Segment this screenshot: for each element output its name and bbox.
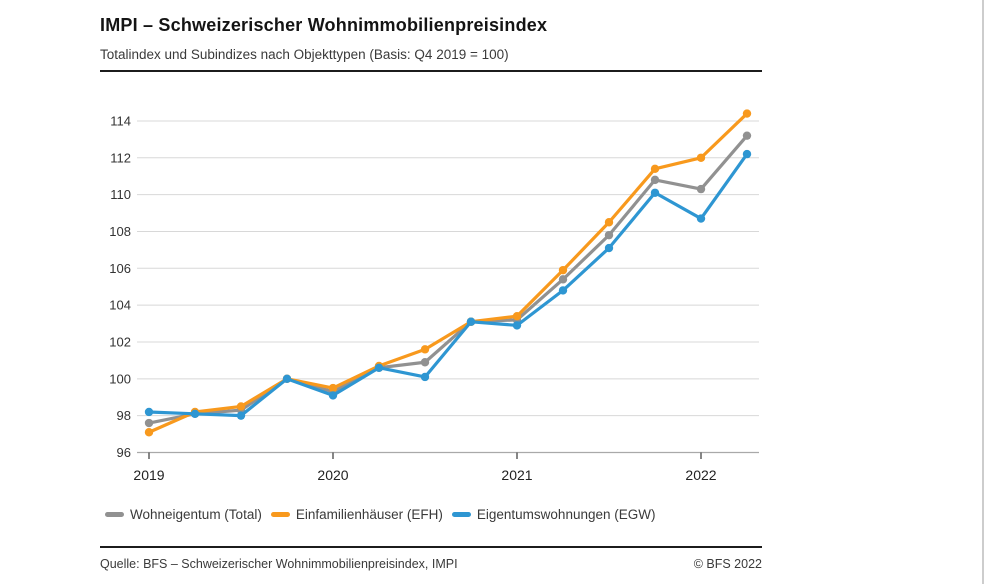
y-axis-tick-label: 98 (117, 408, 131, 423)
y-axis-tick-label: 102 (109, 334, 131, 349)
data-point-efh (420, 345, 430, 354)
data-point-egw (328, 391, 338, 400)
legend-marker-efh-icon (270, 512, 290, 517)
legend-item-egw: Eigentumswohnungen (EGW) (451, 507, 656, 522)
data-point-efh (328, 383, 338, 393)
data-point-egw (696, 214, 706, 223)
data-point-total (742, 131, 752, 140)
data-point-efh (742, 109, 752, 118)
page-title: IMPI – Schweizerischer Wohnimmobilienpre… (100, 15, 548, 35)
source-text: Quelle: BFS – Schweizerischer Wohnimmobi… (100, 557, 458, 571)
legend-item-total: Wohneigentum (Total) (105, 507, 262, 522)
data-point-total (696, 184, 706, 194)
legend-label-efh: Einfamilienhäuser (EFH) (295, 507, 443, 522)
data-point-egw (374, 363, 384, 372)
data-point-efh (696, 153, 706, 162)
footer: Quelle: BFS – Schweizerischer Wohnimmobi… (100, 557, 762, 571)
legend-marker-total-icon (105, 512, 124, 517)
legend-marker-egw-icon (451, 512, 471, 517)
page-subtitle: Totalindex und Subindizes nach Objekttyp… (100, 47, 509, 62)
data-point-egw (512, 321, 522, 330)
x-axis-tick-label: 2020 (317, 467, 348, 483)
footer-divider (100, 546, 762, 548)
data-point-total (144, 418, 154, 428)
data-point-egw (742, 149, 752, 159)
y-axis-tick-label: 114 (110, 113, 131, 128)
y-axis-tick-label: 108 (109, 224, 131, 239)
legend-label-egw: Eigentumswohnungen (EGW) (476, 507, 656, 522)
data-point-efh (558, 265, 568, 275)
data-point-egw (558, 286, 568, 295)
legend-label-total: Wohneigentum (Total) (130, 507, 262, 522)
y-axis-tick-label: 104 (109, 298, 131, 313)
x-axis-tick-label: 2019 (133, 467, 164, 483)
data-point-total (650, 175, 660, 185)
data-point-total (604, 230, 614, 240)
data-point-efh (144, 428, 154, 437)
data-point-egw (466, 317, 476, 326)
data-point-egw (144, 407, 154, 417)
chart-legend: Wohneigentum (Total) Einfamilienhäuser (… (105, 507, 655, 522)
x-axis-tick-label: 2022 (685, 467, 716, 483)
series-line-egw (147, 152, 749, 418)
y-axis-tick-label: 112 (110, 150, 131, 165)
data-point-egw (282, 374, 292, 384)
legend-item-efh: Einfamilienhäuser (EFH) (270, 507, 443, 522)
series-line-efh (147, 111, 749, 434)
copyright-text: © BFS 2022 (693, 557, 762, 571)
impi-line-chart: 96 98 100 102 104 106 108 110 112 114 2019 2020 2021… (109, 109, 759, 483)
data-point-total (420, 358, 430, 367)
y-axis-tick-label: 110 (110, 187, 131, 202)
data-point-efh (236, 402, 246, 411)
window-right-edge (982, 0, 984, 584)
header-divider (100, 70, 762, 72)
data-point-efh (650, 164, 660, 174)
data-point-efh (512, 311, 522, 321)
data-point-efh (604, 218, 614, 227)
x-axis-tick-label: 2021 (501, 467, 532, 483)
data-point-egw (190, 409, 200, 419)
data-point-egw (236, 411, 246, 420)
y-axis-tick-label: 96 (117, 445, 131, 460)
data-point-egw (650, 188, 660, 197)
data-point-egw (420, 372, 430, 382)
y-axis-tick-label: 106 (109, 261, 131, 276)
series-line-total (147, 134, 749, 425)
y-axis-tick-label: 100 (109, 371, 131, 386)
data-point-total (558, 275, 568, 284)
data-point-egw (604, 243, 614, 253)
